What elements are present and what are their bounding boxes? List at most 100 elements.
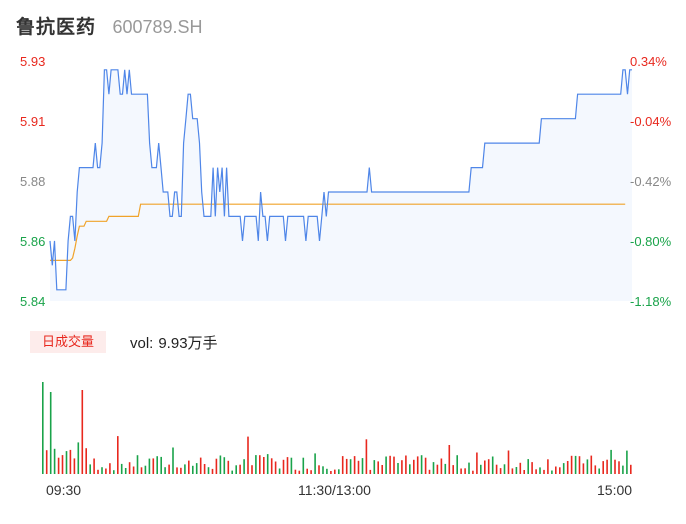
volume-bar: [547, 459, 549, 474]
stock-header: 鲁抗医药 600789.SH: [16, 12, 203, 40]
volume-bar: [318, 465, 320, 474]
volume-bar: [452, 465, 454, 474]
volume-bar: [81, 390, 84, 474]
volume-bar: [57, 457, 60, 474]
volume-bar: [618, 461, 620, 474]
volume-bar: [476, 452, 478, 474]
volume-bar: [113, 470, 115, 474]
volume-bar: [49, 392, 52, 474]
volume-bar: [436, 464, 439, 474]
volume-bar: [290, 457, 293, 474]
price-area: [50, 69, 632, 301]
volume-value: 9.93万手: [158, 335, 218, 352]
stock-code: 600789.SH: [112, 17, 203, 37]
volume-bar: [511, 468, 514, 474]
pct-axis-label: -0.80%: [630, 234, 672, 249]
volume-bar: [270, 458, 273, 474]
volume-bar: [519, 462, 522, 474]
pct-axis-label: -1.18%: [630, 294, 672, 309]
volume-bar: [590, 455, 593, 474]
volume-bar: [266, 454, 269, 474]
volume-bar: [389, 455, 391, 474]
volume-bar: [487, 459, 490, 474]
volume-bar: [570, 455, 573, 474]
daily-volume-tab[interactable]: 日成交量: [30, 331, 107, 353]
volume-bar: [353, 456, 356, 474]
volume-bar: [535, 469, 537, 474]
volume-bar: [231, 470, 233, 474]
volume-bar: [326, 468, 328, 474]
price-axis-label: 5.84: [20, 294, 46, 309]
volume-bar: [491, 456, 494, 474]
volume-bar: [286, 457, 289, 474]
volume-bar: [551, 470, 553, 474]
volume-bar: [484, 460, 486, 474]
volume-bar: [413, 459, 415, 474]
volume-bar: [405, 455, 407, 474]
volume-bar: [45, 450, 48, 474]
volume-bar: [606, 459, 608, 474]
pct-axis-label: -0.42%: [630, 174, 672, 189]
volume-bar: [140, 467, 143, 474]
volume-bar: [42, 382, 44, 474]
volume-bar: [192, 465, 194, 474]
volume-bar: [420, 455, 423, 474]
volume-bar: [128, 462, 131, 474]
volume-bar: [199, 457, 202, 474]
volume-bar: [523, 470, 525, 474]
volume-bar: [105, 468, 107, 474]
volume-bar: [578, 456, 581, 474]
volume-bar: [373, 460, 376, 474]
volume-bar: [365, 439, 368, 474]
stock-name: 鲁抗医药: [16, 17, 97, 38]
volume-bar: [219, 455, 222, 474]
volume-bar: [85, 448, 87, 474]
volume-bar: [172, 447, 174, 474]
volume-bar: [630, 464, 632, 474]
volume-bar: [188, 460, 190, 474]
volume-bar: [160, 456, 162, 474]
volume-bar: [361, 458, 364, 474]
volume-bar: [294, 469, 297, 474]
volume-bar: [53, 448, 56, 474]
volume-bar: [180, 467, 182, 474]
volume-bar: [349, 459, 352, 474]
volume-bar: [278, 468, 281, 474]
volume-bar: [610, 449, 612, 474]
volume-bar: [507, 450, 510, 474]
volume-bar: [594, 465, 597, 474]
volume-bar: [345, 458, 348, 474]
volume-bar: [334, 469, 336, 474]
volume-bar: [622, 465, 624, 474]
volume-bar: [298, 470, 301, 474]
volume-bar: [243, 459, 245, 474]
volume-bar: [397, 463, 399, 474]
volume-bar: [428, 469, 431, 474]
volume-bar: [444, 463, 447, 474]
volume-bar: [468, 462, 470, 474]
volume-bar: [109, 463, 111, 474]
volume-bar: [515, 467, 518, 474]
volume-bar: [164, 467, 166, 474]
volume-bar: [239, 464, 241, 474]
volume-bar: [195, 463, 198, 474]
volume-bar: [602, 461, 604, 474]
volume-bar: [61, 455, 64, 474]
volume-bar: [566, 461, 569, 474]
volume-bar: [357, 460, 360, 474]
volume-bar: [93, 458, 95, 474]
volume-bar: [227, 460, 230, 474]
volume-bar: [255, 455, 257, 474]
volume-bar: [247, 436, 249, 474]
volume-bar: [69, 449, 72, 474]
volume-bar: [531, 462, 533, 474]
volume-bar: [472, 470, 474, 474]
volume-bar: [432, 462, 435, 474]
volume-bar: [559, 467, 561, 474]
volume-bar: [235, 465, 237, 474]
volume-bar: [480, 464, 482, 474]
volume-bar: [401, 460, 403, 474]
volume-bar: [120, 463, 123, 474]
volume-bar: [464, 468, 466, 474]
